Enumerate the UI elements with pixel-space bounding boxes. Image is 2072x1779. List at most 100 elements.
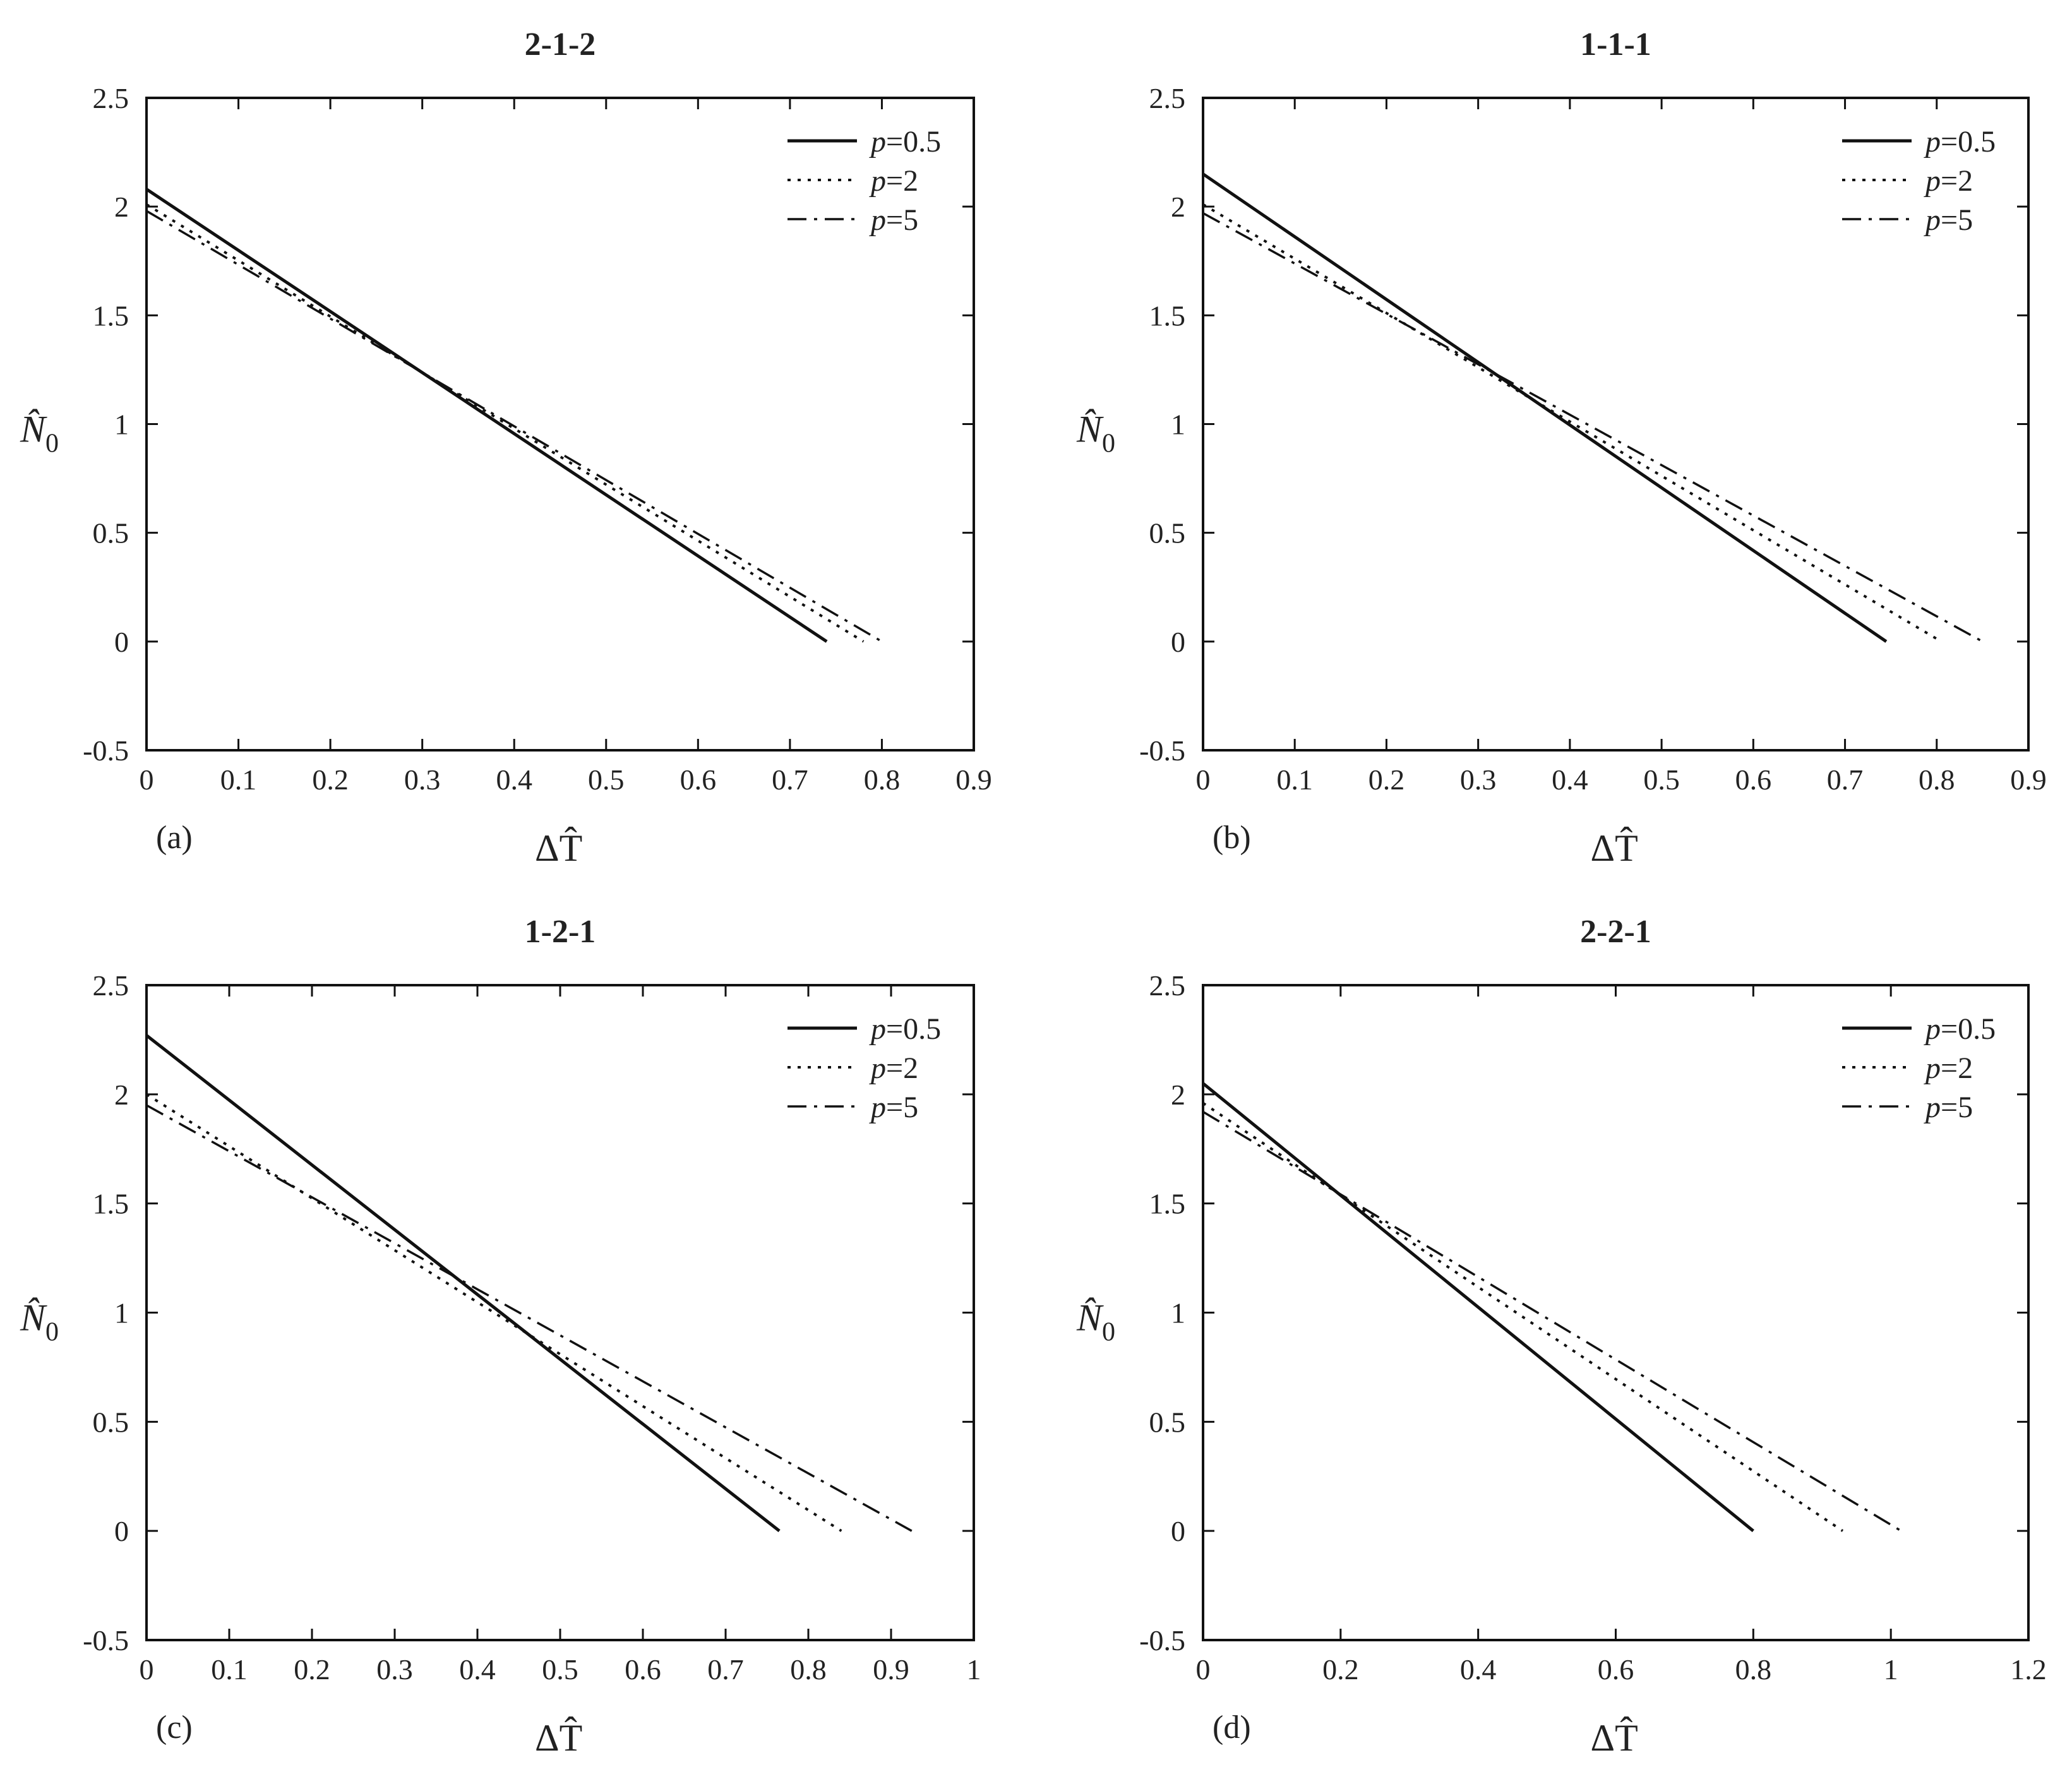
y-tick-label: 1 (114, 1297, 129, 1329)
y-axis-label: N̂0 (1076, 1297, 1115, 1347)
legend-entry: p=0.5 (1924, 1012, 1996, 1046)
x-tick-label: 0.3 (376, 1653, 413, 1686)
x-tick-label: 0.5 (588, 764, 625, 796)
x-tick-label: 0.2 (312, 764, 349, 796)
x-tick-label: 1 (967, 1653, 981, 1686)
x-tick-label: 0 (1196, 764, 1211, 796)
legend-entry: p=5 (869, 1091, 918, 1124)
x-tick-label: 0 (140, 764, 154, 796)
x-axis-label: ΔT̂ (535, 1717, 582, 1759)
legend-entry-value: =0.5 (1941, 1012, 1996, 1046)
legend-entry: p=2 (869, 164, 918, 198)
legend-entry: p=0.5 (869, 125, 941, 159)
y-tick-label: 0 (114, 626, 129, 658)
y-axis-label-symbol: N̂ (1076, 409, 1104, 450)
y-tick-label: 2.5 (1149, 82, 1186, 114)
series-line-dotted (1202, 1101, 1844, 1532)
x-tick-label: 0.6 (1598, 1653, 1634, 1686)
legend-entry-var: p (1924, 1091, 1941, 1124)
legend-entry-var: p (869, 1091, 886, 1124)
legend-entry-var: p (1924, 1012, 1941, 1046)
legend-entry-value: =2 (1941, 1051, 1973, 1085)
x-tick-label: 0 (1196, 1653, 1211, 1686)
y-tick-label: 0.5 (1149, 517, 1186, 549)
y-tick-label: 2 (1171, 1079, 1185, 1111)
x-tick-label: 0.3 (1460, 764, 1497, 796)
y-tick-label: 1.5 (1149, 1188, 1186, 1220)
y-axis-label-subscript: 0 (45, 1318, 59, 1347)
y-tick-label: 1 (1171, 409, 1185, 441)
y-axis-label: N̂0 (20, 409, 59, 458)
y-axis-label-symbol: N̂ (20, 1297, 47, 1339)
y-tick-label: 2.5 (1149, 969, 1186, 1002)
legend-entry: p=2 (869, 1051, 918, 1085)
x-tick-label: 0.1 (220, 764, 257, 796)
legend-entry-value: =5 (886, 203, 918, 237)
x-tick-label: 0.2 (1322, 1653, 1359, 1686)
legend-entry-value: =0.5 (886, 125, 941, 159)
legend-entry-var: p (869, 203, 886, 237)
legend-entry-value: =5 (886, 1091, 918, 1124)
chart-panel-4: 2-2-1 0 0.2 0.4 0.6 0.8 1 1.2 -0.5 0 0.5 1 1.5 2 2.5 N̂… (1076, 914, 2047, 1759)
x-tick-label: 0.6 (625, 1653, 661, 1686)
x-tick-label: 0.9 (873, 1653, 909, 1686)
x-tick-label: 0.1 (211, 1653, 248, 1686)
series-line-dotted (1202, 203, 1943, 643)
y-tick-label: 0 (1171, 626, 1185, 658)
legend-entry-var: p (1924, 164, 1941, 198)
chart-title: 2-1-2 (525, 27, 596, 63)
y-tick-label: 1.5 (93, 1188, 129, 1220)
legend-entry-value: =2 (1941, 164, 1973, 198)
y-tick-label: 2.5 (93, 969, 129, 1002)
y-axis-label-subscript: 0 (1102, 1318, 1115, 1347)
x-tick-label: 0.8 (1919, 764, 1955, 796)
y-tick-label: 1 (114, 409, 129, 441)
y-tick-label: 2 (114, 1079, 129, 1111)
axes-frame (145, 984, 975, 1641)
legend-entry-value: =2 (886, 164, 918, 198)
legend-entry: p=5 (869, 203, 918, 237)
series-line-dashdot (146, 210, 883, 643)
y-tick-label: -0.5 (83, 734, 129, 767)
x-tick-label: 0.6 (680, 764, 717, 796)
x-tick-label: 0.4 (1460, 1653, 1497, 1686)
chart-panel-1: 2-1-2 0 0.1 0.2 0.3 0.4 0.5 0.6 0.7 0.8 0.9 -0.5 0 0.… (20, 27, 992, 869)
y-tick-label: 1.5 (1149, 299, 1186, 332)
panel-label: (b) (1213, 820, 1251, 856)
y-tick-label: 0.5 (93, 1406, 129, 1438)
legend-entry: p=0.5 (869, 1012, 941, 1046)
legend-entry: p=2 (1924, 1051, 1973, 1085)
y-tick-label: 0.5 (1149, 1406, 1186, 1438)
y-axis-label: N̂0 (1076, 409, 1115, 458)
legend-entry-value: =5 (1941, 1091, 1973, 1124)
x-tick-label: 0.4 (1552, 764, 1588, 796)
y-tick-label: 1.5 (93, 299, 129, 332)
series-line-solid (1202, 1082, 1754, 1533)
legend-entry: p=0.5 (1924, 125, 1996, 159)
series-line-solid (145, 188, 828, 643)
x-tick-label: 0.8 (790, 1653, 827, 1686)
legend-entry-value: =5 (1941, 203, 1973, 237)
series-line-solid (1202, 172, 1888, 643)
y-tick-label: 1 (1171, 1297, 1185, 1329)
chart-title: 2-2-1 (1580, 914, 1651, 950)
x-tick-label: 0.9 (2010, 764, 2047, 796)
x-axis-label: ΔT̂ (1591, 1717, 1638, 1759)
series-line-dotted (145, 1093, 842, 1532)
axes-frame (1202, 97, 2030, 752)
legend-entry-var: p (869, 125, 886, 159)
y-axis-label-subscript: 0 (1102, 429, 1115, 458)
x-tick-label: 0.2 (294, 1653, 330, 1686)
y-tick-label: 0 (114, 1515, 129, 1547)
x-axis-label: ΔT̂ (535, 827, 582, 869)
x-tick-label: 0.7 (1827, 764, 1864, 796)
panel-label: (c) (156, 1710, 193, 1746)
legend-entry: p=5 (1924, 1091, 1973, 1124)
x-tick-label: 0.7 (707, 1653, 744, 1686)
legend-entry-var: p (1924, 125, 1941, 159)
x-tick-label: 0.1 (1276, 764, 1313, 796)
y-tick-label: 2 (114, 191, 129, 223)
x-axis-label: ΔT̂ (1591, 827, 1638, 869)
chart-panel-2: 1-1-1 0 0.1 0.2 0.3 0.4 0.5 0.6 0.7 0.8 0.9 -0.5 0 0.… (1076, 27, 2047, 869)
